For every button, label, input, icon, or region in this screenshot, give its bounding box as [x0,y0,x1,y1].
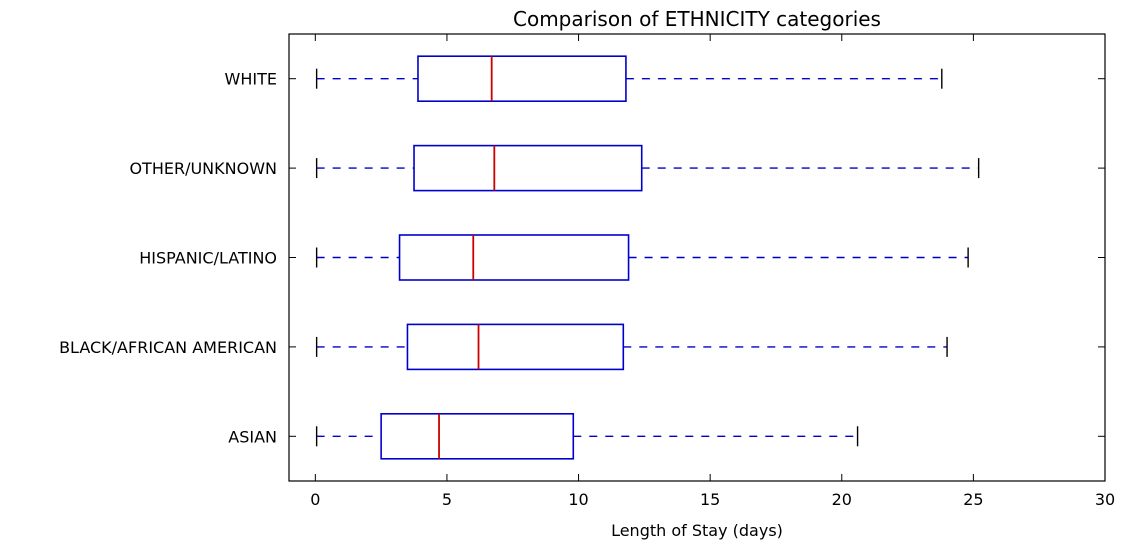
box-group [315,144,980,192]
x-tick-label: 20 [832,490,852,509]
x-tick-label: 15 [700,490,720,509]
x-tick-label: 25 [963,490,983,509]
x-axis-label: Length of Stay (days) [611,521,783,540]
category-label: HISPANIC/LATINO [139,249,277,268]
category-labels: WHITE OTHER/UNKNOWN HISPANIC/LATINO BLACK/A… [59,70,1105,446]
x-tick-label: 30 [1095,490,1115,509]
iqr-box [406,323,625,371]
box-series [315,55,980,460]
chart-title: Comparison of ETHNICITY categories [513,7,881,31]
iqr-box [380,412,575,460]
x-tick-label: 5 [442,490,452,509]
iqr-box [413,144,643,192]
iqr-box [398,234,630,281]
x-tick-label: 10 [568,490,588,509]
category-label: BLACK/AFRICAN AMERICAN [59,338,277,357]
category-label: OTHER/UNKNOWN [129,159,277,178]
category-label: WHITE [225,70,277,89]
x-axis-ticks: 0 5 10 15 20 25 30 [310,34,1115,509]
box-group [315,55,943,103]
x-tick-label: 0 [310,490,320,509]
category-label: ASIAN [228,427,277,446]
iqr-box [417,55,627,103]
box-group [315,412,859,460]
box-group [315,323,948,371]
box-group [315,234,969,281]
